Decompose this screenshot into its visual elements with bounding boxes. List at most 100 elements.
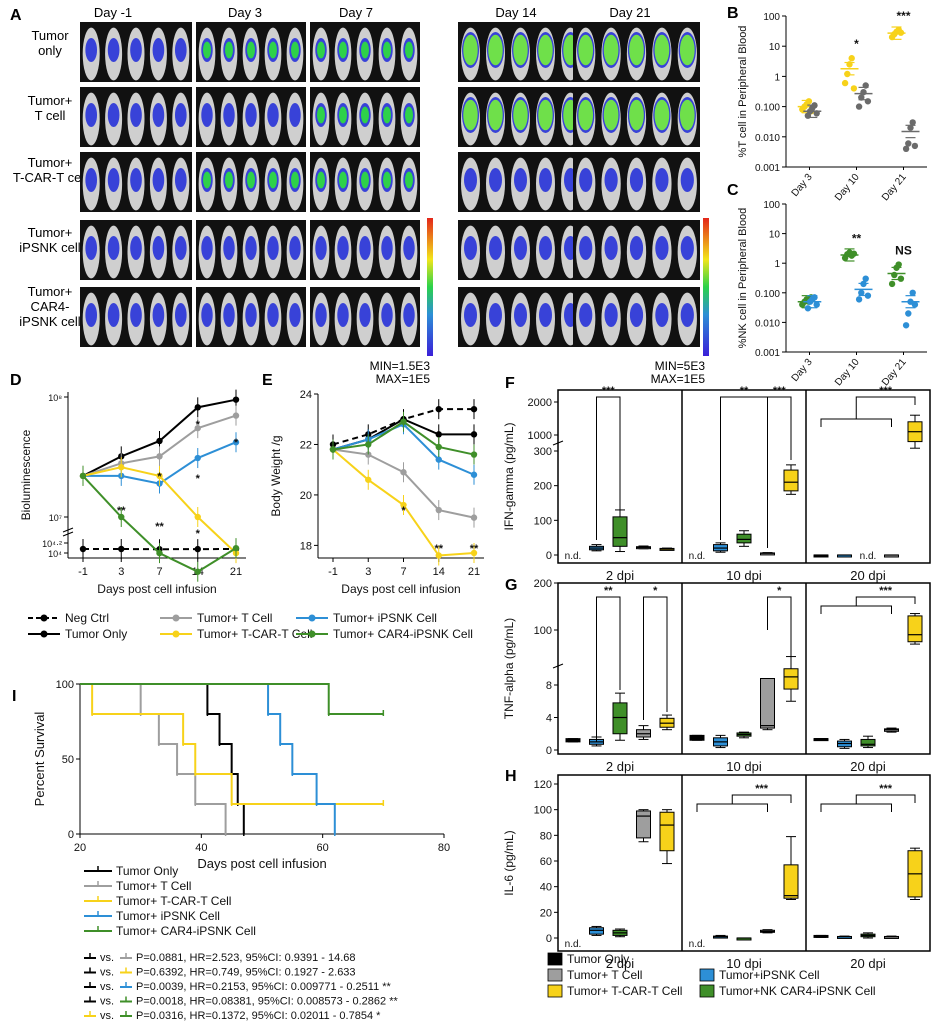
- tumor-signal: [107, 168, 120, 192]
- box: [612, 516, 628, 547]
- tumor-signal-max: [629, 99, 644, 131]
- y-tick-label: 100: [56, 679, 74, 691]
- tumor-signal: [201, 103, 213, 127]
- significance-label: ***: [879, 585, 893, 597]
- tumor-signal-high: [360, 171, 370, 189]
- axis-break: [62, 527, 74, 533]
- data-point: [435, 456, 442, 463]
- nd-label: n.d.: [689, 939, 706, 950]
- tumor-signal: [680, 303, 694, 327]
- y-tick-label: 22: [300, 439, 312, 451]
- y-tick-label: 0: [68, 829, 74, 841]
- tumor-signal: [85, 303, 98, 327]
- x-group-label: 20 dpi: [850, 759, 886, 774]
- data-point: [194, 424, 201, 432]
- tumor-signal: [85, 236, 98, 260]
- data-point: [895, 261, 902, 268]
- tumor-signal: [403, 236, 415, 260]
- row-label: iPSNK cell: [19, 240, 81, 255]
- box: [736, 533, 752, 544]
- tumor-signal: [337, 236, 349, 260]
- y-axis-label: Bioluminescence: [19, 429, 33, 520]
- x-tick-label: 3: [365, 566, 371, 578]
- x-tick-label: 7: [400, 566, 406, 578]
- data-point: [841, 79, 849, 87]
- scale-max-label: MAX=1E5: [651, 372, 706, 386]
- tumor-signal: [579, 236, 593, 260]
- y-axis-label: %NK cell in Peripheral Blood: [737, 208, 749, 349]
- tumor-signal: [381, 303, 393, 327]
- data-point: [365, 441, 372, 448]
- tumor-signal: [604, 236, 618, 260]
- legend-label: Tumor+ CAR4-iPSNK Cell: [116, 924, 256, 938]
- chart-f: 0 100 200 300 1000 2000 IFN-gamma (pg/mL) 2 dpi…: [502, 385, 931, 583]
- tumor-signal-max: [488, 34, 503, 66]
- tumor-signal: [464, 303, 477, 327]
- data-point: [194, 404, 201, 411]
- sig-bracket: [820, 418, 892, 427]
- data-point: [194, 568, 201, 575]
- data-point: [118, 513, 125, 521]
- tumor-signal: [604, 303, 618, 327]
- significance-label: ***: [896, 9, 910, 23]
- sig-bracket: [596, 396, 621, 540]
- nd-label: n.d.: [689, 551, 706, 562]
- tumor-signal: [655, 303, 669, 327]
- y-tick-label: 40: [540, 882, 552, 894]
- data-point: [858, 94, 865, 101]
- tumor-signal: [152, 38, 165, 62]
- legend-label: Tumor+ T Cell: [567, 968, 642, 982]
- stat-vs-label: vs.: [100, 1010, 114, 1022]
- legend-label: Tumor+ T-CAR-T Cell: [116, 894, 231, 908]
- significance-label: *: [653, 585, 658, 597]
- significance-label: *: [196, 419, 201, 431]
- tumor-signal-high: [246, 41, 256, 59]
- significance-label: **: [470, 543, 479, 555]
- tumor-signal: [381, 236, 393, 260]
- tumor-signal-high: [202, 171, 212, 189]
- tumor-signal: [579, 168, 593, 192]
- axis-break: [552, 440, 564, 446]
- data-point: [194, 513, 201, 521]
- stats-i: vs. P=0.0881, HR=2.523, 95%CI: 0.9391 - 1…: [84, 952, 398, 1022]
- significance-label: **: [604, 585, 613, 597]
- tumor-signal-max: [538, 34, 553, 66]
- legend-swatch: [547, 968, 563, 982]
- x-tick-label: 21: [230, 566, 242, 578]
- sig-bracket: [696, 803, 768, 812]
- tumor-signal-max: [629, 34, 644, 66]
- data-point: [194, 454, 201, 462]
- y-tick-label: 0.001: [755, 163, 780, 174]
- tumor-signal-high: [338, 106, 348, 124]
- tumor-signal: [539, 236, 552, 260]
- stat-vs-label: vs.: [100, 952, 114, 964]
- tumor-signal: [245, 103, 257, 127]
- data-point: [855, 103, 863, 110]
- data-point: [862, 275, 869, 282]
- y-tick-label: 200: [534, 578, 552, 590]
- tumor-signal: [130, 303, 142, 327]
- nd-label: n.d.: [860, 551, 877, 562]
- box: [783, 469, 799, 492]
- tumor-signal: [174, 303, 187, 327]
- data-point: [400, 418, 407, 425]
- data-point: [470, 471, 478, 478]
- row-label: Tumor+: [28, 93, 73, 108]
- data-point: [118, 464, 125, 471]
- tumor-signal-max: [603, 99, 619, 131]
- significance-label: NS: [895, 244, 912, 258]
- legend-label: Tumor Only: [65, 627, 127, 641]
- y-axis-label: %T cell in Peripheral Blood: [737, 26, 749, 158]
- x-group-label: 10 dpi: [726, 568, 762, 583]
- data-point: [400, 501, 407, 509]
- legend-label: Tumor+ T-CAR-T Cell: [567, 984, 682, 998]
- box: [760, 678, 775, 729]
- sig-bracket: [643, 596, 668, 720]
- sig-bracket: [596, 596, 621, 742]
- tumor-signal-max: [463, 34, 478, 66]
- legend-label: Neg Ctrl: [65, 611, 109, 625]
- row-label: iPSNK cell: [19, 314, 81, 329]
- y-tick-label: 20: [300, 490, 312, 502]
- tumor-signal-high: [290, 171, 300, 189]
